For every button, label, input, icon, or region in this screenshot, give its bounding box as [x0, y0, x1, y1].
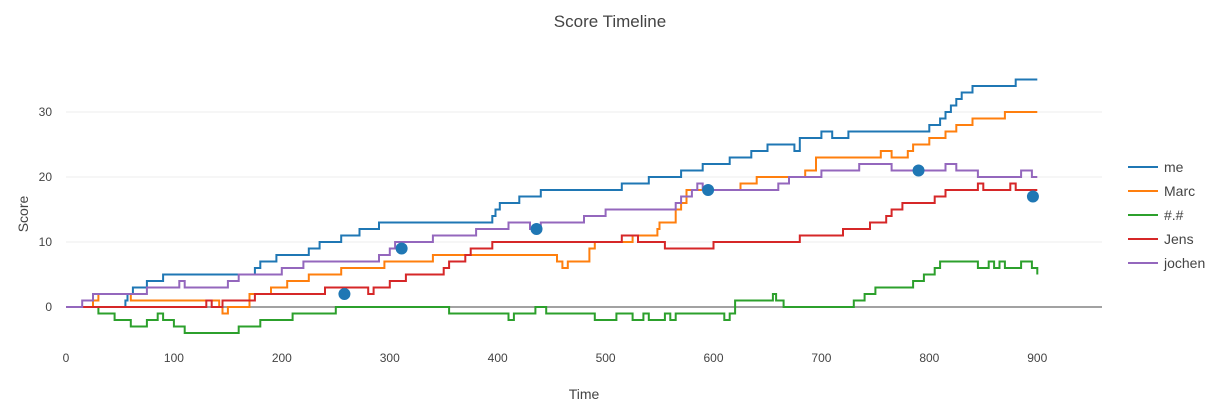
legend-label: jochen — [1163, 255, 1205, 271]
x-tick-label: 400 — [488, 351, 508, 365]
y-tick-label: 10 — [39, 235, 53, 249]
series-line-me[interactable] — [66, 78, 1038, 308]
legend-label: Jens — [1164, 231, 1194, 247]
chart-title: Score Timeline — [554, 12, 666, 31]
x-tick-label: 0 — [63, 351, 70, 365]
y-tick-label: 30 — [39, 105, 53, 119]
legend-label: #.# — [1164, 207, 1184, 223]
y-axis-ticks: 0 10 20 30 — [39, 105, 53, 314]
legend-label: me — [1164, 159, 1184, 175]
event-marker[interactable] — [1026, 190, 1039, 203]
x-tick-label: 300 — [380, 351, 400, 365]
x-axis-ticks: 0 100 200 300 400 500 600 700 800 900 — [63, 351, 1048, 365]
event-marker[interactable] — [702, 184, 715, 196]
series-line-jochen[interactable] — [66, 163, 1038, 308]
series-line-hash[interactable] — [66, 260, 1039, 334]
x-tick-label: 100 — [164, 351, 184, 365]
y-tick-label: 20 — [39, 170, 53, 184]
legend-label: Marc — [1164, 183, 1195, 199]
y-axis-label: Score — [15, 196, 31, 233]
x-tick-label: 700 — [811, 351, 831, 365]
legend[interactable]: me Marc #.# Jens jochen — [1128, 159, 1205, 271]
event-marker[interactable] — [912, 164, 925, 177]
x-tick-label: 900 — [1027, 351, 1047, 365]
event-markers[interactable] — [338, 164, 1039, 301]
legend-item[interactable]: #.# — [1128, 207, 1184, 223]
x-tick-label: 800 — [919, 351, 939, 365]
legend-item[interactable]: Jens — [1128, 231, 1194, 247]
x-axis-label: Time — [569, 386, 600, 402]
x-tick-label: 200 — [272, 351, 292, 365]
legend-item[interactable]: Marc — [1128, 183, 1195, 199]
x-tick-label: 600 — [703, 351, 723, 365]
legend-item[interactable]: jochen — [1128, 255, 1205, 271]
y-tick-label: 0 — [45, 300, 52, 314]
event-marker[interactable] — [338, 288, 351, 300]
legend-item[interactable]: me — [1128, 159, 1184, 175]
event-marker[interactable] — [530, 223, 543, 235]
series-line-jens[interactable] — [66, 182, 1038, 308]
series-lines[interactable] — [66, 78, 1039, 334]
event-marker[interactable] — [395, 242, 408, 255]
x-tick-label: 500 — [596, 351, 616, 365]
